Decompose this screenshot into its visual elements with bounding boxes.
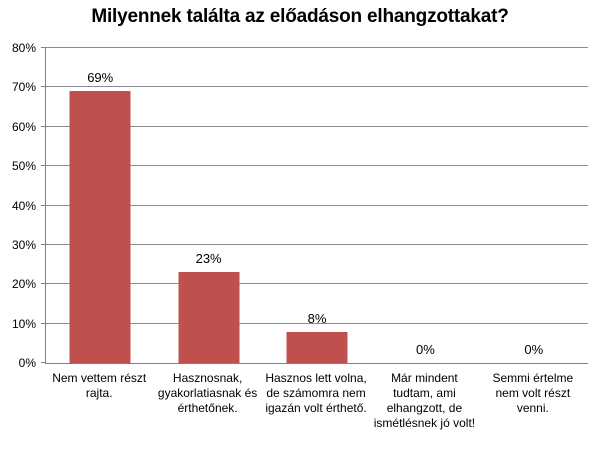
y-axis-tick: [41, 125, 46, 127]
category-label: Hasznosnak, gyakorlatiasnak és érthetőne…: [157, 371, 258, 415]
chart-title: Milyennek találta az előadáson elhangzot…: [91, 6, 509, 27]
category-label: Nem vettem részt rajta.: [52, 371, 147, 400]
bar-slot: 0%: [371, 48, 479, 363]
bar-value-label: 69%: [87, 70, 114, 86]
category-label: Hasznos lett volna, de számomra nem igaz…: [265, 371, 367, 415]
y-tick-label: 70%: [11, 80, 36, 95]
y-axis-tick: [41, 243, 46, 245]
gridline: [46, 283, 588, 285]
y-axis-tick: [41, 86, 46, 88]
bar: [178, 272, 240, 363]
y-axis-tick: [41, 165, 46, 167]
y-tick-label: 60%: [11, 119, 36, 134]
bar-slot: 23%: [154, 48, 262, 363]
category-label: Semmi értelme nem volt részt venni.: [492, 371, 574, 415]
bar-slot: 69%: [46, 48, 154, 363]
y-tick-label: 80%: [11, 41, 36, 55]
gridline: [46, 243, 588, 245]
category-label: Már mindent tudtam, ami elhangzott, de i…: [373, 371, 476, 430]
bar-slot: 0%: [480, 48, 588, 363]
x-axis-labels: Nem vettem részt rajta. Hasznosnak, gyako…: [45, 371, 587, 431]
y-axis-tick: [41, 322, 46, 324]
gridline: [46, 125, 588, 127]
y-axis-tick: [41, 204, 46, 206]
y-axis-tick: [41, 283, 46, 285]
bar: [286, 331, 348, 363]
y-tick-label: 50%: [11, 159, 36, 174]
y-axis-tick: [41, 362, 46, 363]
gridline: [46, 47, 588, 48]
bar-series: 69% 23% 8% 0% 0%: [46, 48, 588, 363]
plot-area: 69% 23% 8% 0% 0%: [41, 47, 588, 364]
bar-slot: 8%: [263, 48, 371, 363]
gridline: [46, 86, 588, 88]
gridline: [46, 322, 588, 324]
gridline: [46, 204, 588, 206]
bar-value-label: 8%: [307, 310, 327, 326]
y-axis-tick: [41, 47, 46, 48]
y-tick-label: 40%: [11, 198, 36, 213]
bar: [69, 91, 131, 363]
y-tick-label: 10%: [11, 316, 36, 331]
y-axis: 0% 10% 20% 30% 40% 50% 60% 70% 80%: [0, 41, 36, 370]
bar-value-label: 0%: [416, 342, 435, 357]
gridline: [46, 165, 588, 167]
bar-value-label: 0%: [524, 342, 544, 357]
y-tick-label: 20%: [11, 277, 36, 292]
y-tick-label: 30%: [11, 237, 36, 252]
y-tick-label: 0%: [18, 356, 36, 370]
bar-value-label: 23%: [195, 251, 222, 267]
